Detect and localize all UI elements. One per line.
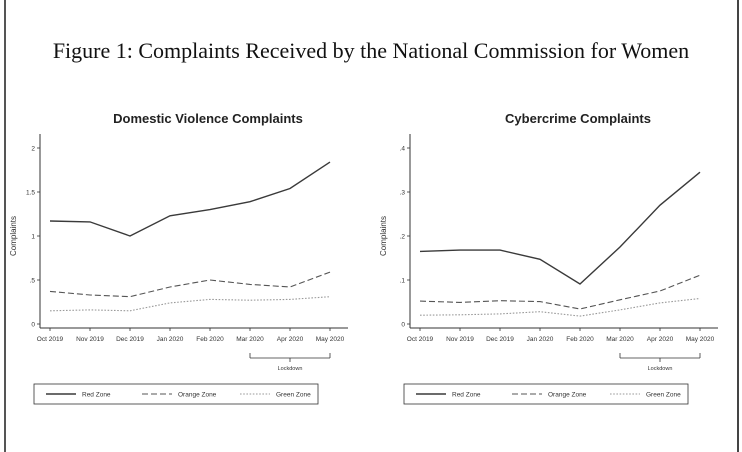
series-line-red-zone bbox=[419, 171, 701, 285]
page-left-border bbox=[4, 0, 6, 452]
x-tick-label: Dec 2019 bbox=[486, 336, 514, 343]
legend-label: Red Zone bbox=[452, 392, 481, 399]
legend-box bbox=[33, 383, 319, 405]
y-tick-label: 0 bbox=[31, 322, 35, 329]
series-line-red-zone bbox=[49, 161, 331, 237]
y-tick-label: .1 bbox=[400, 278, 406, 285]
cybercrime-chart: Cybercrime Complaints 0 .1 .2 .3 .4 Complaints… bbox=[379, 111, 718, 405]
x-tick-label: Apr 2020 bbox=[277, 336, 304, 343]
y-axis-label: Complaints bbox=[9, 216, 18, 256]
y-tick-label: 0 bbox=[401, 322, 405, 329]
x-tick-label: Mar 2020 bbox=[236, 336, 264, 343]
legend-label: Green Zone bbox=[646, 392, 681, 399]
x-tick-label: Oct 2019 bbox=[37, 336, 64, 343]
y-tick-label: .3 bbox=[400, 190, 406, 197]
y-tick-label: .2 bbox=[400, 234, 406, 241]
panel-title: Domestic Violence Complaints bbox=[113, 111, 303, 126]
y-tick-label: .4 bbox=[400, 146, 406, 153]
legend-label: Green Zone bbox=[276, 392, 311, 399]
figure-title: Figure 1: Complaints Received by the Nat… bbox=[52, 38, 690, 63]
lockdown-label: Lockdown bbox=[648, 366, 673, 372]
domestic-violence-chart: Domestic Violence Complaints 0 .5 1 1.5 2 Comp… bbox=[9, 111, 348, 405]
x-tick-label: Mar 2020 bbox=[606, 336, 634, 343]
y-tick-label: .5 bbox=[30, 278, 36, 285]
y-tick-label: 1 bbox=[31, 234, 35, 241]
series-line-green-zone bbox=[49, 296, 331, 312]
legend-label: Orange Zone bbox=[178, 392, 217, 399]
x-tick-label: Nov 2019 bbox=[76, 336, 104, 343]
legend-label: Orange Zone bbox=[548, 392, 587, 399]
legend-label: Red Zone bbox=[82, 392, 111, 399]
x-tick-label: Apr 2020 bbox=[647, 336, 674, 343]
y-axis-label: Complaints bbox=[379, 216, 388, 256]
x-tick-label: Jan 2020 bbox=[157, 336, 184, 343]
y-tick-label: 2 bbox=[31, 146, 35, 153]
panel-title: Cybercrime Complaints bbox=[505, 111, 651, 126]
x-tick-label: Feb 2020 bbox=[196, 336, 224, 343]
x-tick-label: Dec 2019 bbox=[116, 336, 144, 343]
x-tick-label: Jan 2020 bbox=[527, 336, 554, 343]
x-tick-label: May 2020 bbox=[686, 336, 715, 343]
series-line-orange-zone bbox=[49, 271, 331, 298]
y-tick-label: 1.5 bbox=[26, 190, 35, 197]
page-right-border bbox=[737, 0, 739, 452]
series-line-orange-zone bbox=[419, 274, 701, 310]
x-tick-label: Oct 2019 bbox=[407, 336, 434, 343]
x-tick-label: Feb 2020 bbox=[566, 336, 594, 343]
x-tick-label: Nov 2019 bbox=[446, 336, 474, 343]
legend-box bbox=[403, 383, 689, 405]
x-tick-label: May 2020 bbox=[316, 336, 345, 343]
lockdown-label: Lockdown bbox=[278, 366, 303, 372]
series-line-green-zone bbox=[419, 297, 701, 317]
